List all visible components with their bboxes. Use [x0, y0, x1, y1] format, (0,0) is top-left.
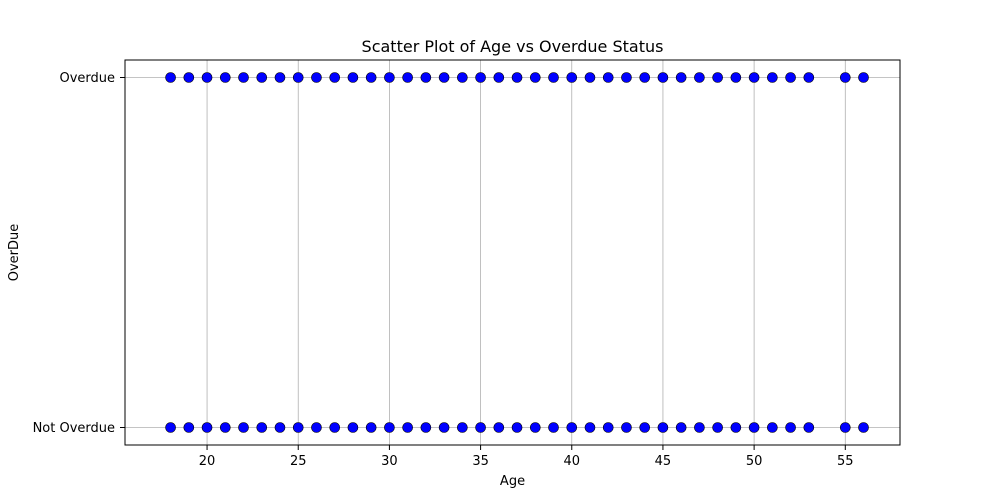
- data-point: [438, 422, 450, 433]
- data-point: [730, 422, 742, 433]
- x-tick-label: 45: [655, 454, 672, 469]
- data-point: [365, 72, 377, 83]
- data-point: [639, 422, 651, 433]
- data-point: [839, 72, 851, 83]
- data-point: [675, 72, 687, 83]
- data-point: [602, 72, 614, 83]
- data-point: [785, 422, 796, 433]
- data-point: [292, 72, 304, 83]
- data-point: [493, 72, 505, 83]
- data-point: [365, 422, 377, 433]
- data-point: [511, 72, 523, 83]
- data-point: [256, 72, 268, 83]
- data-point: [767, 422, 778, 433]
- data-point: [420, 422, 432, 433]
- data-point: [402, 72, 413, 83]
- data-point: [529, 72, 541, 83]
- data-point: [238, 72, 249, 83]
- x-tick-label: 55: [837, 454, 854, 469]
- data-point: [511, 422, 523, 433]
- data-point: [274, 422, 286, 433]
- data-point: [292, 422, 304, 433]
- x-tick-label: 30: [381, 454, 398, 469]
- data-point: [657, 422, 669, 433]
- data-point: [803, 72, 815, 83]
- data-point: [858, 422, 869, 433]
- data-point: [529, 422, 541, 433]
- data-point: [748, 72, 760, 83]
- data-point: [329, 422, 341, 433]
- data-point: [639, 72, 651, 83]
- data-point: [347, 422, 359, 433]
- data-point: [347, 72, 359, 83]
- data-point: [785, 72, 796, 83]
- data-point: [584, 422, 596, 433]
- data-point: [183, 72, 195, 83]
- data-point: [712, 72, 723, 83]
- data-point: [584, 72, 596, 83]
- data-point: [475, 422, 486, 433]
- data-point: [384, 72, 395, 83]
- data-point: [274, 72, 286, 83]
- data-point: [548, 422, 559, 433]
- data-point: [238, 422, 249, 433]
- y-tick-label: Not Overdue: [33, 421, 115, 436]
- grid-lines: [125, 60, 900, 445]
- data-point: [384, 422, 395, 433]
- x-axis-label: Age: [500, 474, 525, 489]
- x-tick-label: 20: [199, 454, 216, 469]
- x-tick-label: 40: [563, 454, 580, 469]
- data-point: [566, 422, 578, 433]
- data-point: [420, 72, 432, 83]
- data-point: [621, 72, 632, 83]
- data-point: [201, 72, 213, 83]
- data-point: [548, 72, 559, 83]
- data-point: [712, 422, 723, 433]
- data-point: [748, 422, 760, 433]
- y-axis-label: OverDue: [7, 224, 22, 282]
- data-point: [675, 422, 687, 433]
- data-point: [839, 422, 851, 433]
- data-point: [694, 72, 705, 83]
- data-point: [402, 422, 413, 433]
- data-point: [602, 422, 614, 433]
- chart-title: Scatter Plot of Age vs Overdue Status: [362, 37, 664, 56]
- data-points: [165, 72, 869, 433]
- x-tick-label: 25: [290, 454, 307, 469]
- data-point: [201, 422, 213, 433]
- data-point: [803, 422, 815, 433]
- data-point: [657, 72, 669, 83]
- data-point: [219, 422, 231, 433]
- y-tick-label: Overdue: [59, 71, 115, 86]
- plot-area: [124, 59, 901, 446]
- data-point: [730, 72, 742, 83]
- x-tick-label: 35: [472, 454, 489, 469]
- data-point: [457, 72, 468, 83]
- data-point: [311, 422, 322, 433]
- data-point: [165, 72, 176, 83]
- data-point: [311, 72, 322, 83]
- data-point: [621, 422, 632, 433]
- x-tick-label: 50: [746, 454, 763, 469]
- data-point: [694, 422, 705, 433]
- data-point: [566, 72, 578, 83]
- axis-ticks: 20 25 30 35 40 45 50 55 Not Overdue Overdue: [33, 71, 854, 469]
- data-point: [858, 72, 869, 83]
- data-point: [475, 72, 486, 83]
- data-point: [219, 72, 231, 83]
- data-point: [256, 422, 268, 433]
- data-point: [767, 72, 778, 83]
- data-point: [438, 72, 450, 83]
- data-point: [457, 422, 468, 433]
- data-point: [329, 72, 341, 83]
- data-point: [493, 422, 505, 433]
- data-point: [183, 422, 195, 433]
- data-point: [165, 422, 176, 433]
